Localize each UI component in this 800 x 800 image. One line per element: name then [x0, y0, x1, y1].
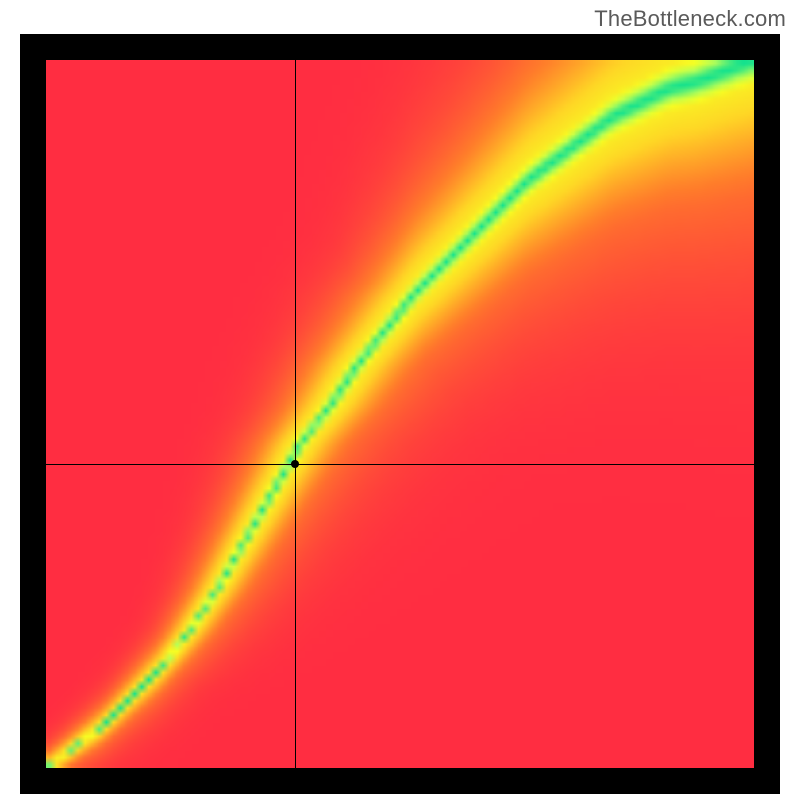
- heatmap-plot: [20, 34, 780, 794]
- heatmap-canvas: [46, 60, 754, 768]
- crosshair-horizontal: [46, 464, 754, 465]
- heatmap-area: [46, 60, 754, 768]
- watermark: TheBottleneck.com: [594, 6, 786, 32]
- crosshair-vertical: [295, 60, 296, 768]
- crosshair-dot: [291, 460, 299, 468]
